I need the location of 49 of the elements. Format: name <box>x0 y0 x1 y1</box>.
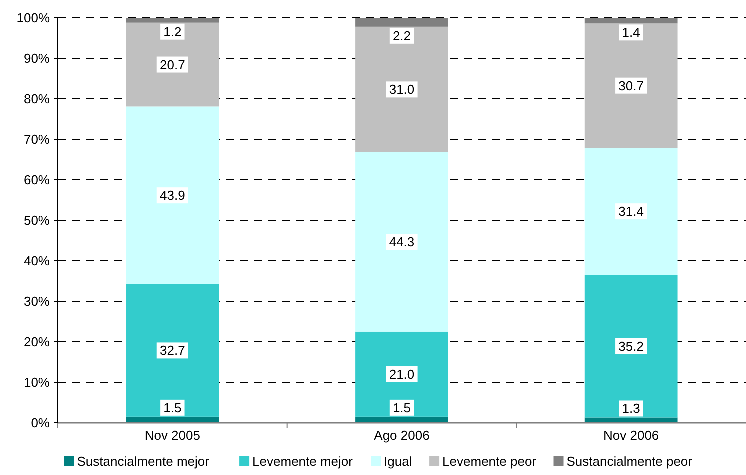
bar <box>584 148 678 276</box>
y-tick-label: 50% <box>24 213 50 228</box>
y-tick-label: 80% <box>24 92 50 106</box>
data-label: 1.5 <box>164 400 182 416</box>
bar <box>356 18 448 27</box>
data-label: 2.2 <box>392 28 412 44</box>
data-label: 30.7 <box>618 78 644 94</box>
data-label: 1.5 <box>392 400 412 416</box>
bar <box>584 275 678 418</box>
bar <box>126 416 220 423</box>
y-tick-label: 0% <box>31 416 50 430</box>
data-label: 31.4 <box>618 204 644 220</box>
bar <box>126 284 220 417</box>
y-tick-label: 60% <box>24 172 50 188</box>
bar <box>356 26 448 152</box>
x-tick-label: Ago 2006 <box>374 428 430 443</box>
bar <box>126 22 220 107</box>
data-label: 20.7 <box>160 57 186 72</box>
y-tick-label: 10% <box>24 375 50 390</box>
y-tick-label: 90% <box>24 51 50 66</box>
bar <box>356 332 448 417</box>
legend-label: Sustancialmente peor <box>566 454 694 469</box>
data-label: 44.3 <box>389 234 415 250</box>
x-tick-label: Nov 2006 <box>604 428 660 443</box>
legend-label: Levemente mejor <box>252 454 354 469</box>
data-label: 31.0 <box>389 82 415 98</box>
bar <box>584 24 678 148</box>
data-label: 1.2 <box>164 24 182 40</box>
data-label: 32.7 <box>160 343 186 358</box>
x-tick-label: Nov 2005 <box>144 428 200 443</box>
legend-label: Igual <box>384 454 412 469</box>
legend-label: Levemente peor <box>442 454 538 469</box>
data-label: 21.0 <box>389 366 415 382</box>
y-tick-label: 70% <box>24 132 50 147</box>
y-tick-label: 20% <box>24 334 50 350</box>
bar <box>584 18 678 24</box>
bar <box>356 416 448 423</box>
y-tick-label: 40% <box>24 254 50 268</box>
data-label: 1.3 <box>622 401 640 416</box>
data-label: 1.4 <box>622 25 640 40</box>
data-label: 35.2 <box>618 338 644 354</box>
bar <box>126 18 220 23</box>
data-label: 43.9 <box>160 188 186 204</box>
bar <box>356 152 448 332</box>
bar <box>126 106 220 284</box>
bar <box>584 418 678 423</box>
legend-label: Sustancialmente mejor <box>77 454 210 469</box>
y-tick-label: 100% <box>16 10 50 26</box>
y-tick-label: 30% <box>24 294 50 309</box>
